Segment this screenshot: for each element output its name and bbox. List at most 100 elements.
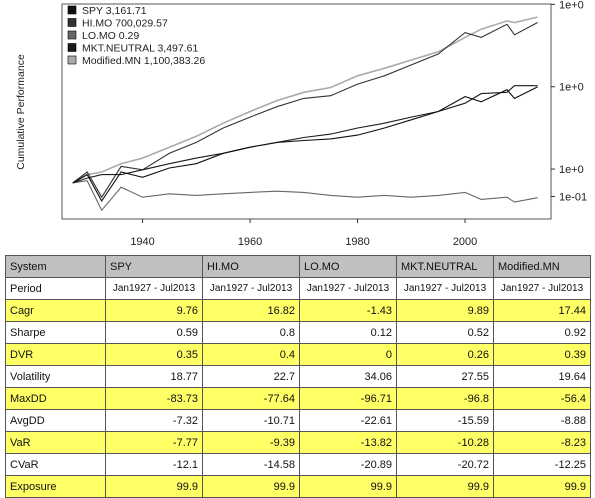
table-row-volatility: Volatility 18.77 22.7 34.06 27.55 19.64 [5,365,591,388]
legend-swatch-lo-mo [67,30,77,40]
column-header-system: System [5,255,106,278]
table-row-maxdd: MaxDD -83.73 -77.64 -96.71 -96.8 -56.4 [5,387,591,410]
cell-hi-mo: 0.4 [202,343,300,366]
cell-lo-mo: Jan1927 - Jul2013 [299,277,397,300]
cell-mkt-neutral: 0.52 [396,321,494,344]
table-row-cvar: CVaR -12.1 -14.58 -20.89 -20.72 -12.25 [5,453,591,476]
series-line-spy [72,86,538,202]
legend-swatch-spy [67,5,77,15]
row-label: MaxDD [5,387,106,410]
column-header-hi-mo: HI.MO [202,255,300,278]
series-line-lo-mo [72,180,538,212]
cell-hi-mo: -10.71 [202,409,300,432]
x-tick-label-1980: 1980 [345,236,369,248]
table-row-exposure: Exposure 99.9 99.9 99.9 99.9 99.9 [5,475,591,498]
cell-hi-mo: 16.82 [202,299,300,322]
cell-hi-mo: -77.64 [202,387,300,410]
cell-spy: 0.59 [105,321,203,344]
y-tick-label-0: 1e+0 [559,0,584,11]
table-row-var: VaR -7.77 -9.39 -13.82 -10.28 -8.23 [5,431,591,454]
series-line-mkt-neutral [72,85,538,184]
x-tick-label-1940: 1940 [130,236,154,248]
cell-modified-mn: -8.88 [493,409,591,432]
cell-modified-mn: -12.25 [493,453,591,476]
legend-swatch-mkt-neutral [67,43,77,52]
cell-lo-mo: 0.12 [299,321,397,344]
cell-modified-mn: -56.4 [493,387,591,410]
cell-hi-mo: 99.9 [202,475,300,498]
cell-lo-mo: -22.61 [299,409,397,432]
x-axis: 1940 1960 1980 2000 [130,219,477,248]
stats-header-row: System SPY HI.MO LO.MO MKT.NEUTRAL Modified.M… [5,255,591,278]
column-header-modified-mn: Modified.MN [493,255,591,278]
series-layer [72,16,538,212]
cell-modified-mn: 17.44 [493,299,591,322]
cell-spy: 9.76 [105,299,203,322]
cell-mkt-neutral: 99.9 [396,475,494,498]
cell-modified-mn: 99.9 [493,475,591,498]
cell-lo-mo: 0 [299,343,397,366]
plot-frame [61,3,552,220]
cell-modified-mn: -8.23 [493,431,591,454]
cell-mkt-neutral: 9.89 [396,299,494,322]
row-label: VaR [5,431,106,454]
x-tick-label-2000: 2000 [453,236,477,248]
y-tick-label-3: 1e-01 [559,191,587,203]
cell-hi-mo: 0.8 [202,321,300,344]
table-row-cagr: Cagr 9.76 16.82 -1.43 9.89 17.44 [5,299,591,322]
cell-modified-mn: 0.92 [493,321,591,344]
column-header-lo-mo: LO.MO [299,255,397,278]
legend-swatch-modified-mn [67,55,77,65]
cell-mkt-neutral: -20.72 [396,453,494,476]
column-header-mkt-neutral: MKT.NEUTRAL [396,255,494,278]
column-header-spy: SPY [105,255,203,278]
legend-swatch-hi-mo [67,18,77,27]
cell-lo-mo: -1.43 [299,299,397,322]
row-label: Cagr [5,299,106,322]
series-line-modified-mn [72,16,538,184]
y-axis-label: Cumulative Performance [15,54,27,170]
y-tick-label-2: 1e+0 [559,164,584,176]
cell-modified-mn: Jan1927 - Jul2013 [493,277,591,300]
cell-mkt-neutral: Jan1927 - Jul2013 [396,277,494,300]
stats-table: System SPY HI.MO LO.MO MKT.NEUTRAL Modified.M… [5,255,591,498]
cell-mkt-neutral: 27.55 [396,365,494,388]
cell-spy: -12.1 [105,453,203,476]
row-label: Sharpe [5,321,106,344]
row-label: AvgDD [5,409,106,432]
row-label: Exposure [5,475,106,498]
cell-lo-mo: -96.71 [299,387,397,410]
cell-spy: -83.73 [105,387,203,410]
cell-mkt-neutral: 0.26 [396,343,494,366]
cell-lo-mo: -13.82 [299,431,397,454]
legend-entry-hi-mo: HI.MO 700,029.57 [82,18,168,30]
cell-lo-mo: -20.89 [299,453,397,476]
cell-spy: Jan1927 - Jul2013 [105,277,203,300]
legend-entry-spy: SPY 3,161.71 [82,5,147,17]
stats-body: Period Jan1927 - Jul2013 Jan1927 - Jul2013… [5,277,591,498]
cell-spy: -7.32 [105,409,203,432]
table-row-dvr: DVR 0.35 0.4 0 0.26 0.39 [5,343,591,366]
cell-spy: 0.35 [105,343,203,366]
table-row-avgdd: AvgDD -7.32 -10.71 -22.61 -15.59 -8.88 [5,409,591,432]
cell-mkt-neutral: -96.8 [396,387,494,410]
row-label: Period [5,277,106,300]
legend-entry-lo-mo: LO.MO 0.29 [82,30,139,42]
cell-lo-mo: 99.9 [299,475,397,498]
row-label: CVaR [5,453,106,476]
cell-lo-mo: 34.06 [299,365,397,388]
cell-spy: 99.9 [105,475,203,498]
legend-entry-modified-mn: Modified.MN 1,100,383.26 [82,55,205,67]
y-axis: 1e+0 1e+0 1e+0 1e-01 [551,0,587,203]
table-row-sharpe: Sharpe 0.59 0.8 0.12 0.52 0.92 [5,321,591,344]
y-tick-label-1: 1e+0 [559,82,584,94]
cell-modified-mn: 19.64 [493,365,591,388]
legend-entry-mkt-neutral: MKT.NEUTRAL 3,497.61 [82,43,198,55]
cell-modified-mn: 0.39 [493,343,591,366]
cell-hi-mo: -9.39 [202,431,300,454]
cell-hi-mo: 22.7 [202,365,300,388]
series-line-hi-mo [72,22,538,199]
cell-hi-mo: Jan1927 - Jul2013 [202,277,300,300]
